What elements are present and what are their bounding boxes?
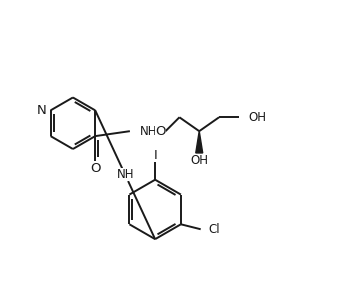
Text: NH: NH xyxy=(116,168,134,181)
Text: OH: OH xyxy=(190,154,208,167)
Text: I: I xyxy=(153,149,157,162)
Text: NH: NH xyxy=(140,125,157,138)
Polygon shape xyxy=(196,131,203,153)
Text: O: O xyxy=(155,125,166,138)
Text: O: O xyxy=(90,162,100,175)
Text: N: N xyxy=(37,104,47,117)
Text: OH: OH xyxy=(249,111,267,124)
Text: Cl: Cl xyxy=(209,223,220,236)
